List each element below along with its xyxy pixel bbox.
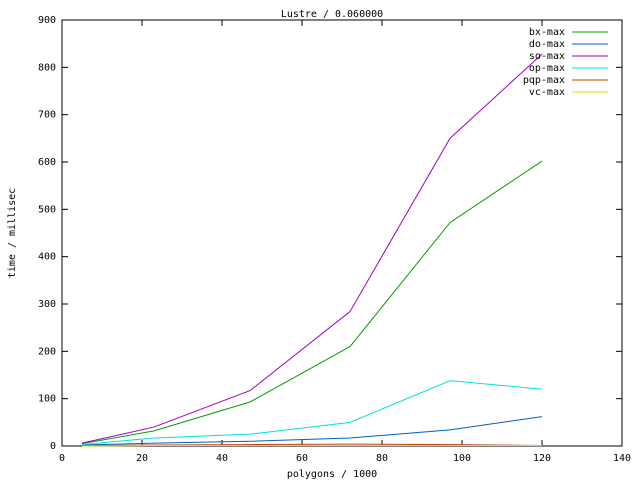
series-line <box>81 160 543 445</box>
legend-label: op-max <box>529 63 565 74</box>
y-tick-label: 300 <box>38 299 56 310</box>
series-line <box>81 380 543 446</box>
series-line <box>81 416 543 446</box>
x-tick-label: 80 <box>376 453 388 464</box>
legend-label: do-max <box>529 39 565 50</box>
y-tick-label: 0 <box>50 441 56 452</box>
x-tick-label: 140 <box>613 453 631 464</box>
y-tick-label: 400 <box>38 252 56 263</box>
x-axis-label: polygons / 1000 <box>287 469 377 480</box>
y-tick-label: 900 <box>38 15 56 26</box>
legend-label: so-max <box>529 51 565 62</box>
y-tick-label: 500 <box>38 204 56 215</box>
x-tick-label: 40 <box>216 453 228 464</box>
x-tick-label: 0 <box>59 453 65 464</box>
legend-label: vc-max <box>529 87 565 98</box>
y-axis-label: time / millisec <box>7 188 18 278</box>
x-tick-label: 60 <box>296 453 308 464</box>
series-line <box>81 53 543 444</box>
y-tick-label: 200 <box>38 346 56 357</box>
y-tick-label: 600 <box>38 157 56 168</box>
y-tick-label: 800 <box>38 62 56 73</box>
x-tick-label: 100 <box>453 453 471 464</box>
y-tick-label: 100 <box>38 394 56 405</box>
chart-title: Lustre / 0.060000 <box>281 9 383 20</box>
x-tick-label: 120 <box>533 453 551 464</box>
legend-label: pqp-max <box>523 75 565 86</box>
y-tick-label: 700 <box>38 110 56 121</box>
legend-label: bx-max <box>529 27 565 38</box>
x-tick-label: 20 <box>136 453 148 464</box>
